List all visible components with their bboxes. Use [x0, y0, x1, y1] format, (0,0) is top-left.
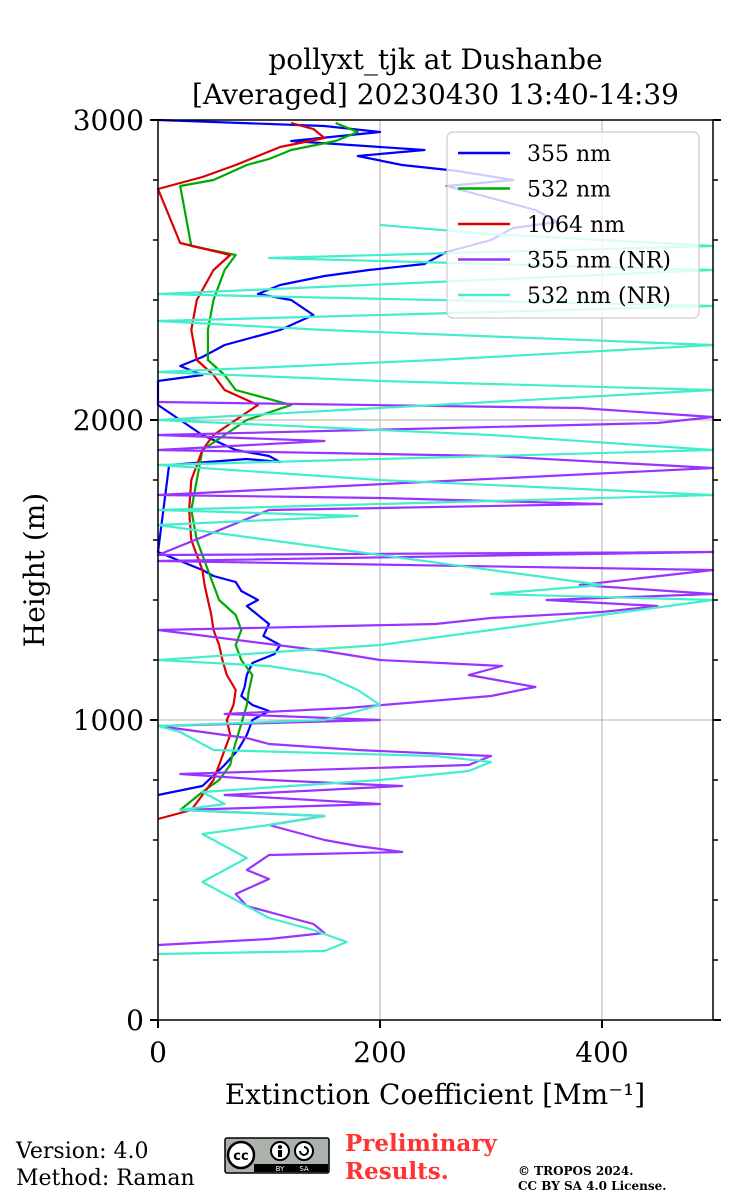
y-tick-label-2: 2000	[73, 404, 144, 437]
chart-title-line2: [Averaged] 20230430 13:40-14:39	[192, 78, 679, 111]
sa-label: SA	[299, 1165, 309, 1173]
cc-license-badge: cc BY SA	[224, 1137, 330, 1174]
y-tick-label-3: 3000	[73, 104, 144, 137]
legend-label-2: 1064 nm	[527, 213, 625, 238]
preliminary-line1: Preliminary	[345, 1130, 497, 1157]
x-tick-label-0: 0	[149, 1036, 167, 1069]
legend-label-4: 532 nm (NR)	[527, 284, 671, 309]
version-text: Version: 4.0	[16, 1139, 149, 1164]
cc-icon	[226, 1140, 256, 1170]
by-label: BY	[276, 1165, 285, 1173]
axis-ticks: 0 200 400 0 1000 2000 3000	[73, 104, 721, 1069]
x-tick-label-2: 400	[575, 1036, 628, 1069]
plot-frame	[157, 119, 714, 1021]
series-lines	[156, 118, 715, 956]
x-axis-label: Extinction Coefficient [Mm⁻¹]	[225, 1078, 645, 1111]
series-line-1	[179, 121, 359, 811]
sa-icon	[294, 1141, 314, 1161]
method-text: Method: Raman	[16, 1166, 195, 1191]
legend-label-1: 532 nm	[527, 178, 611, 203]
series-line-3	[156, 400, 715, 947]
series-line-4	[156, 223, 715, 956]
chart-title-line1: pollyxt_tjk at Dushanbe	[268, 43, 603, 76]
y-tick-label-1: 1000	[73, 704, 144, 737]
legend-label-0: 355 nm	[527, 142, 611, 167]
copyright-notice: © TROPOS 2024. CC BY SA 4.0 License.	[518, 1164, 666, 1194]
cc-logo-text: cc	[233, 1149, 248, 1164]
copyright-line1: © TROPOS 2024.	[518, 1164, 634, 1178]
legend-entries: 355 nm 532 nm 1064 nm 355 nm (NR) 532 nm (NR…	[458, 142, 671, 309]
preliminary-line2: Results.	[345, 1158, 449, 1185]
preliminary-results-notice: Preliminary Results.	[345, 1130, 497, 1186]
y-axis-label: Height (m)	[18, 493, 51, 647]
legend-box	[446, 131, 700, 319]
legend-label-3: 355 nm (NR)	[527, 249, 671, 274]
x-tick-label-1: 200	[353, 1036, 406, 1069]
legend: 355 nm 532 nm 1064 nm 355 nm (NR) 532 nm (NR…	[446, 131, 700, 319]
y-tick-label-0: 0	[126, 1004, 144, 1037]
copyright-line2: CC BY SA 4.0 License.	[518, 1179, 667, 1193]
